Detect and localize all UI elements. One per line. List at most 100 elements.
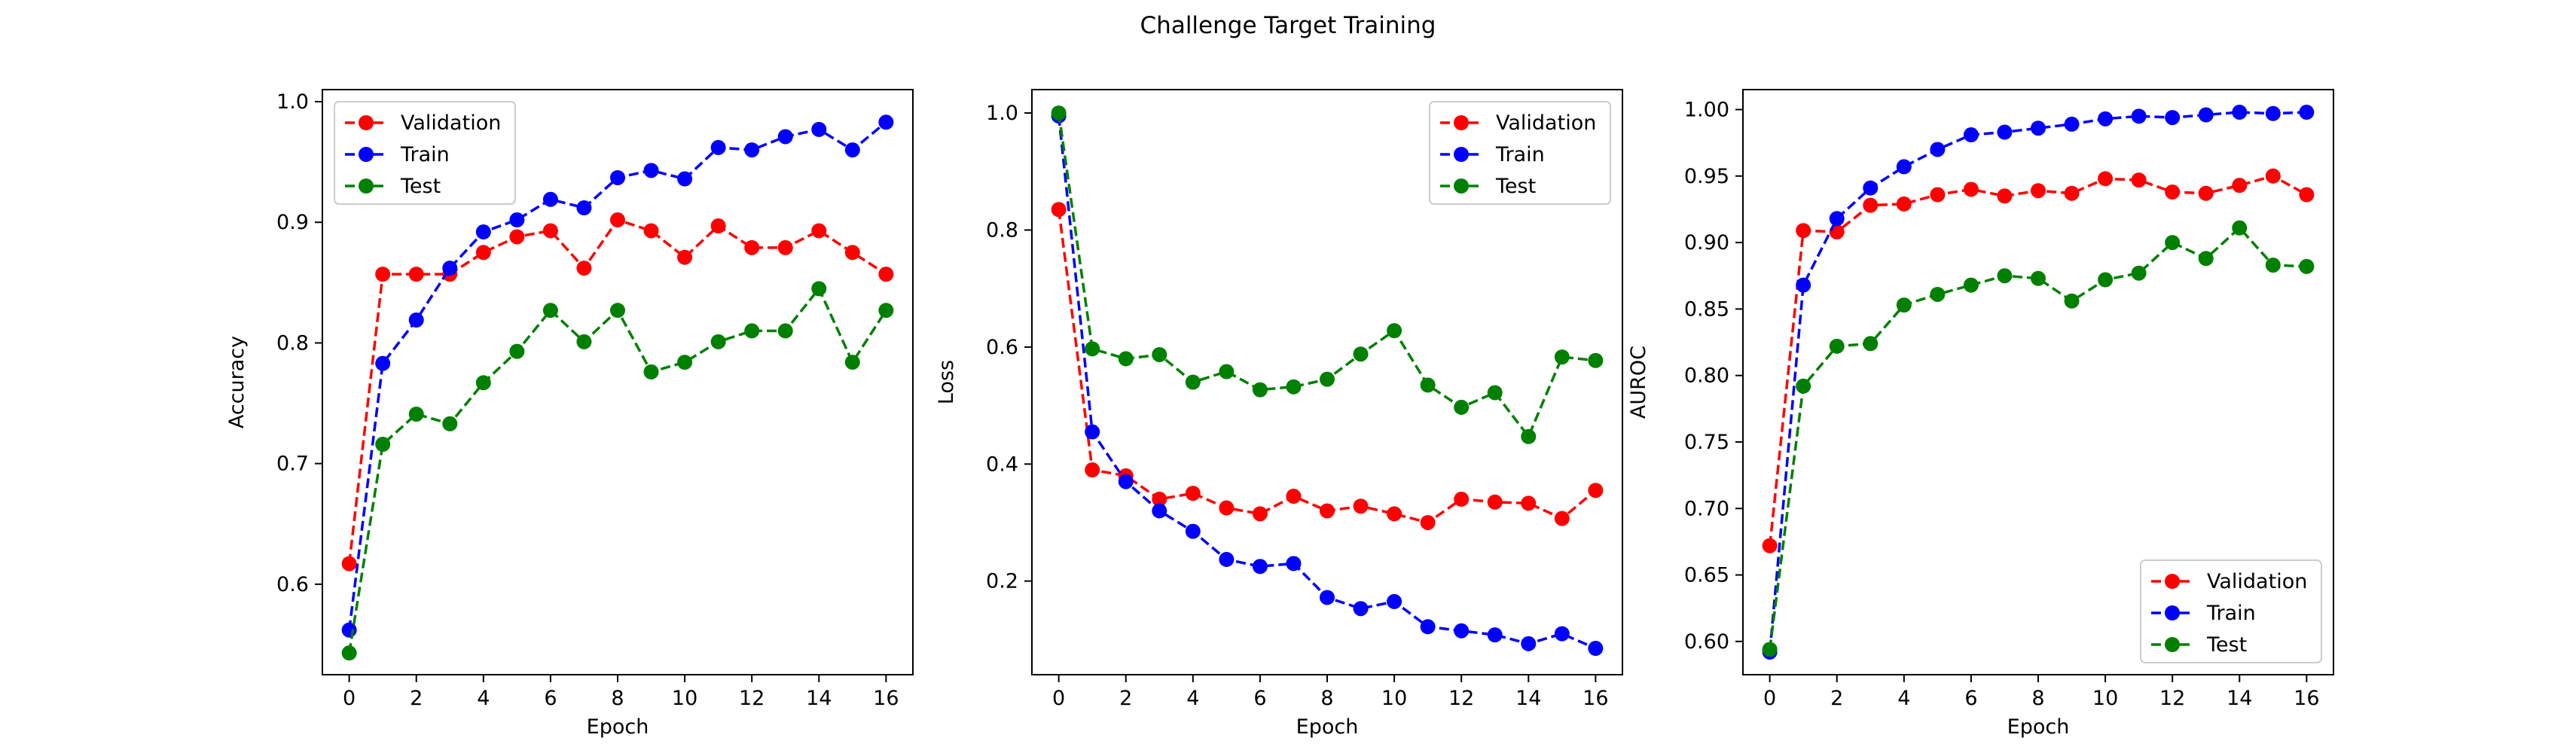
y-tick-label: 0.8 xyxy=(986,218,1018,242)
data-point xyxy=(844,355,860,370)
data-point xyxy=(710,334,726,349)
data-point xyxy=(1085,462,1100,478)
legend-label-train: Train xyxy=(1495,143,1545,166)
series-line-test xyxy=(1768,226,2307,650)
data-point xyxy=(509,229,525,245)
data-point xyxy=(811,281,827,297)
data-point xyxy=(2299,105,2315,120)
x-tick-label: 12 xyxy=(739,687,765,710)
y-tick-label: 0.8 xyxy=(276,331,309,355)
data-point xyxy=(2165,184,2181,200)
data-point xyxy=(1286,489,1302,505)
legend-label-train: Train xyxy=(400,143,450,166)
legend-box xyxy=(2140,559,2322,663)
data-point xyxy=(878,267,894,282)
data-point xyxy=(811,121,827,137)
data-point xyxy=(576,200,592,215)
data-point xyxy=(2031,270,2046,286)
data-point xyxy=(442,261,458,276)
legend-marker-test xyxy=(2165,637,2180,652)
data-point xyxy=(542,191,558,207)
data-point xyxy=(1252,382,1268,398)
y-tick-label: 0.9 xyxy=(276,211,309,234)
data-point xyxy=(2131,172,2147,188)
x-tick-label: 10 xyxy=(2092,687,2118,710)
y-axis-label: Accuracy xyxy=(225,336,249,428)
data-point xyxy=(1762,538,1778,553)
data-point xyxy=(1286,379,1302,395)
data-point xyxy=(1829,211,1845,227)
x-tick-label: 16 xyxy=(873,687,899,710)
data-point xyxy=(1353,498,1369,514)
data-point xyxy=(2232,105,2248,120)
data-point xyxy=(475,375,491,391)
data-point xyxy=(1963,277,1979,293)
legend: Validation Train Test xyxy=(334,101,516,205)
x-tick-label: 0 xyxy=(1763,687,1776,710)
data-point xyxy=(2165,235,2181,251)
data-point xyxy=(1896,297,1912,313)
data-point xyxy=(2064,293,2080,309)
data-point xyxy=(1554,511,1570,526)
x-tick-label: 2 xyxy=(1119,687,1132,710)
data-point xyxy=(2165,110,2181,126)
legend-label-validation: Validation xyxy=(2207,570,2307,593)
series-validation xyxy=(341,212,894,572)
data-point xyxy=(1454,399,1470,415)
legend-box xyxy=(1429,101,1611,205)
data-point xyxy=(1896,159,1912,175)
data-point xyxy=(1487,627,1503,643)
x-tick-label: 4 xyxy=(1897,687,1910,710)
data-point xyxy=(1963,127,1979,143)
data-point xyxy=(1118,351,1134,367)
data-point xyxy=(408,267,424,282)
legend-marker-train xyxy=(1454,147,1469,162)
data-point xyxy=(844,245,860,261)
data-point xyxy=(1152,503,1167,519)
data-point xyxy=(744,323,760,339)
data-point xyxy=(1387,323,1402,339)
y-tick-label: 0.7 xyxy=(276,453,309,476)
data-point xyxy=(1997,124,2013,140)
legend-marker-test xyxy=(359,178,374,194)
data-point xyxy=(341,556,357,572)
data-point xyxy=(1185,374,1201,390)
x-axis-label: Epoch xyxy=(1296,715,1359,739)
data-point xyxy=(878,114,894,130)
x-tick-label: 10 xyxy=(672,687,697,710)
data-point xyxy=(1487,494,1503,510)
data-point xyxy=(1219,364,1235,380)
series-test xyxy=(341,281,894,661)
data-point xyxy=(1420,514,1436,530)
data-point xyxy=(677,171,693,187)
x-tick-label: 10 xyxy=(1381,687,1407,710)
data-point xyxy=(408,406,424,422)
data-point xyxy=(408,312,424,328)
x-tick-label: 8 xyxy=(1320,687,1333,710)
data-point xyxy=(1185,523,1201,539)
data-point xyxy=(744,239,760,255)
y-tick-label: 0.85 xyxy=(1684,297,1729,321)
series-line-validation xyxy=(347,218,887,564)
x-tick-label: 14 xyxy=(2227,687,2252,710)
data-point xyxy=(2265,168,2281,184)
y-tick-label: 1.0 xyxy=(986,102,1018,125)
data-point xyxy=(1387,506,1402,522)
data-point xyxy=(878,303,894,319)
data-point xyxy=(777,323,793,339)
legend-marker-train xyxy=(359,147,374,162)
x-tick-label: 2 xyxy=(410,687,423,710)
data-point xyxy=(1353,346,1369,362)
data-point xyxy=(1997,188,2013,204)
legend-label-validation: Validation xyxy=(1496,111,1596,135)
subplot-2: 0 2 4 6 8 10 12 14 16 0.2 0.4 0.6 0.8 1.0 Epoch Loss Val… xyxy=(935,89,1623,739)
subplot-1: 0 2 4 6 8 10 12 14 16 0.6 0.7 0.8 0.9 1.0 Epoch Accurac… xyxy=(225,89,914,739)
data-point xyxy=(509,343,525,359)
y-tick-label: 0.95 xyxy=(1684,165,1729,188)
x-axis-label: Epoch xyxy=(2007,715,2070,739)
data-point xyxy=(2299,258,2315,274)
y-tick-label: 0.70 xyxy=(1684,497,1729,520)
series-validation xyxy=(1051,202,1604,530)
